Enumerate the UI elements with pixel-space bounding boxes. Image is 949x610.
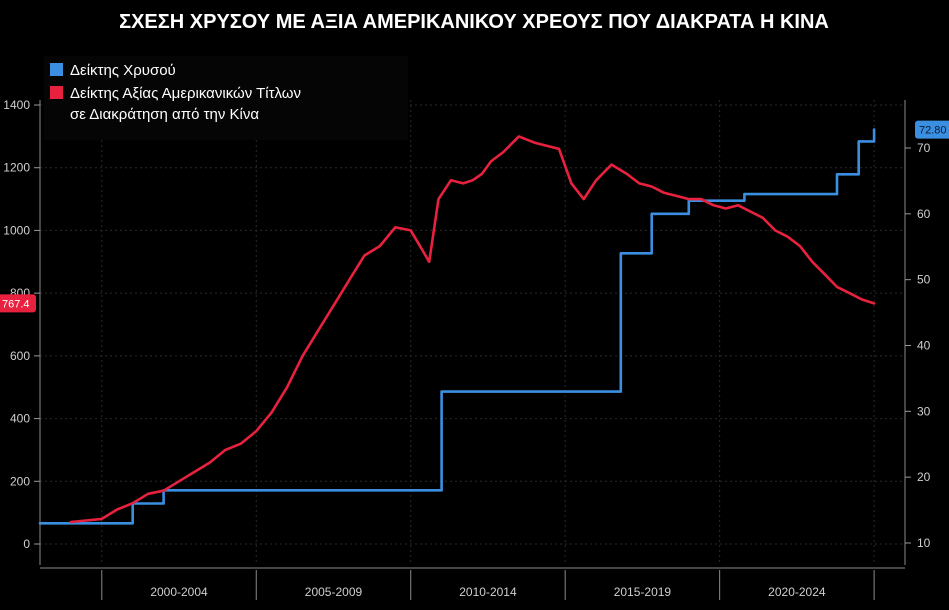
tick-label-x: 2020-2024 bbox=[768, 585, 826, 599]
legend-background bbox=[44, 56, 408, 140]
tick-label-right: 20 bbox=[917, 470, 931, 484]
axes: 0200400600800100012001400102030405060702… bbox=[3, 98, 931, 600]
tick-label-right: 30 bbox=[917, 404, 931, 418]
series-line-treasuries bbox=[69, 135, 876, 524]
tick-label-left: 400 bbox=[10, 412, 30, 426]
tick-label-x: 2000-2004 bbox=[150, 585, 208, 599]
tick-label-right: 50 bbox=[917, 273, 931, 287]
tick-label-right: 10 bbox=[917, 536, 931, 550]
legend: Δείκτης Χρυσού Δείκτης Αξίας Αμερικανικώ… bbox=[44, 56, 408, 140]
tick-label-left: 200 bbox=[10, 474, 30, 488]
legend-label-gold: Δείκτης Χρυσού bbox=[70, 62, 176, 79]
tick-label-right: 60 bbox=[917, 207, 931, 221]
tick-label-x: 2010-2014 bbox=[459, 585, 517, 599]
series bbox=[38, 128, 876, 525]
chart-title: ΣΧΕΣΗ ΧΡΥΣΟΥ ΜΕ ΑΞΙΑ ΑΜΕΡΙΚΑΝΙΚΟΥ ΧΡΕΟΥΣ… bbox=[119, 11, 829, 33]
legend-label-treasuries-line2: σε Διακράτηση από την Κίνα bbox=[70, 106, 259, 123]
badge-treasuries-label: 767.4 bbox=[2, 298, 30, 310]
tick-label-x: 2005-2009 bbox=[305, 585, 363, 599]
legend-swatch-treasuries bbox=[50, 86, 63, 99]
tick-label-left: 1200 bbox=[3, 161, 30, 175]
tick-label-left: 1400 bbox=[3, 98, 30, 112]
badge-gold bbox=[915, 120, 949, 139]
badge-gold-label: 72.80 bbox=[919, 125, 947, 137]
tick-label-right: 70 bbox=[917, 141, 931, 155]
tick-label-left: 0 bbox=[23, 537, 30, 551]
legend-swatch-gold bbox=[50, 63, 63, 76]
tick-label-x: 2015-2019 bbox=[614, 585, 672, 599]
tick-label-right: 40 bbox=[917, 339, 931, 353]
legend-label-treasuries: Δείκτης Αξίας Αμερικανικών Τίτλων bbox=[70, 85, 301, 102]
value-badges: 72.80 767.4 bbox=[0, 120, 949, 313]
grid bbox=[40, 100, 905, 565]
series-line-gold bbox=[38, 128, 876, 525]
tick-label-left: 600 bbox=[10, 349, 30, 363]
tick-label-left: 1000 bbox=[3, 223, 30, 237]
badge-treasuries bbox=[0, 294, 36, 313]
